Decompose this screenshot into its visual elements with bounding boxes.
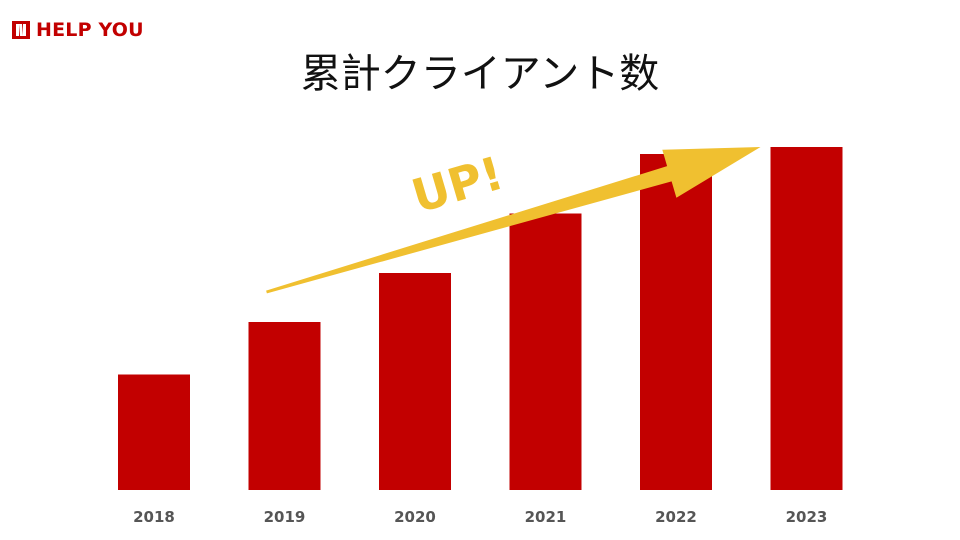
x-tick-label: 2022 [655,508,697,526]
bar-2021 [509,213,582,490]
x-tick-label: 2023 [786,508,828,526]
bar-2019 [248,322,321,490]
brand-logo: HELP YOU [12,19,144,41]
x-tick-label: 2019 [264,508,306,526]
brand-name: HELP YOU [36,19,144,41]
help-you-logo-icon [12,21,30,39]
bar-2018 [118,374,190,490]
bar-2022 [640,154,712,490]
x-tick-label: 2020 [394,508,436,526]
x-tick-label: 2021 [525,508,567,526]
up-annotation-label: UP! [406,146,510,224]
chart-title: 累計クライアント数 [300,51,660,97]
bar-2020 [379,273,451,490]
trend-arrow [266,147,761,294]
x-tick-label: 2018 [133,508,175,526]
bar-2023 [770,147,843,490]
